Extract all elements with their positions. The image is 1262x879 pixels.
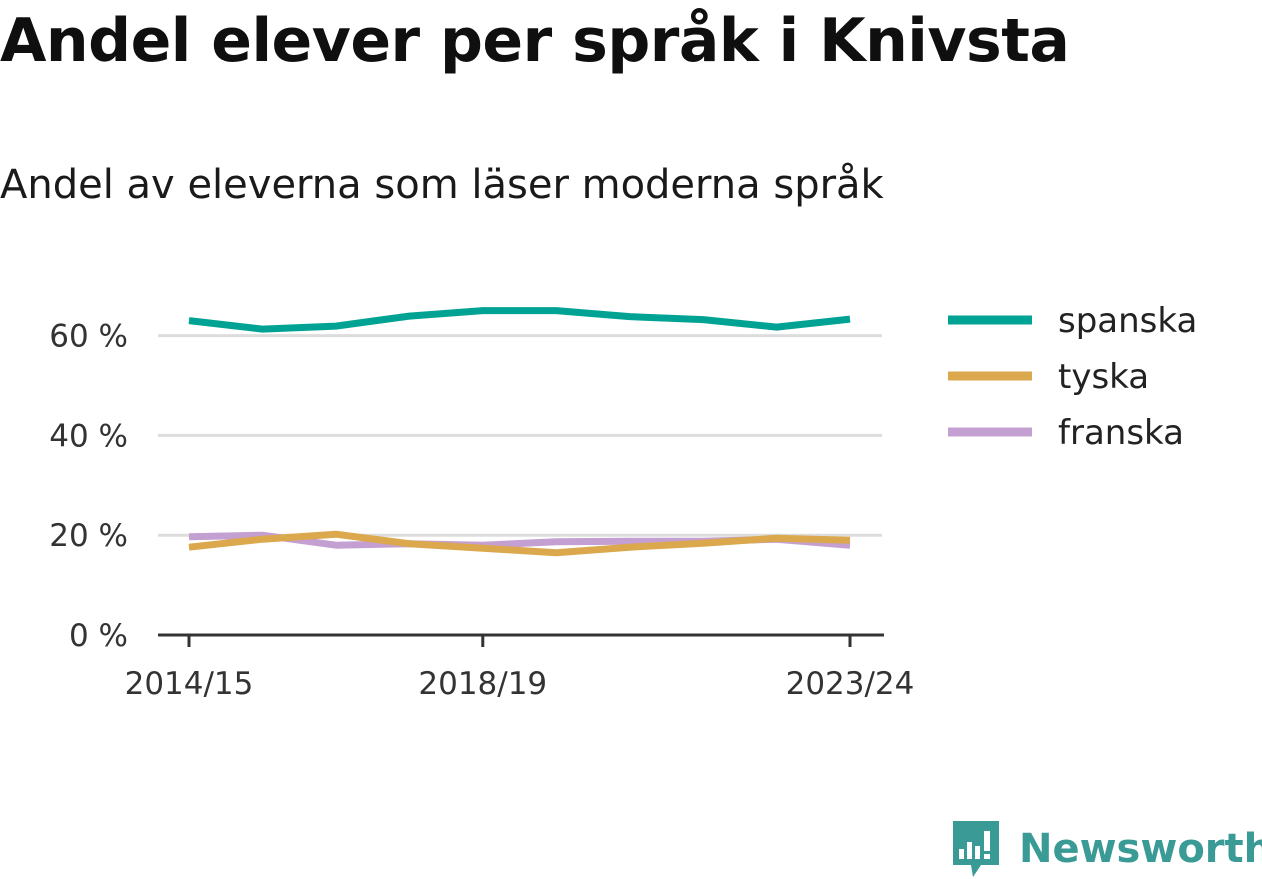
legend-label-spanska: spanska — [1058, 301, 1197, 341]
series-line-spanska — [188, 307, 851, 333]
legend: spanska tyska franska — [948, 301, 1197, 453]
newsworthy-logo-icon — [953, 821, 999, 877]
y-tick-label: 60 % — [49, 319, 128, 355]
x-tick-label: 2023/24 — [786, 666, 915, 702]
y-tick-label: 0 % — [69, 618, 128, 654]
y-axis-ticks: 0 % 20 % 40 % 60 % — [49, 319, 128, 654]
legend-label-tyska: tyska — [1058, 357, 1149, 397]
y-tick-label: 20 % — [49, 518, 128, 554]
x-tick-label: 2014/15 — [125, 666, 254, 702]
x-tick-label: 2018/19 — [418, 666, 547, 702]
y-tick-label: 40 % — [49, 418, 128, 454]
series-line-tyska — [188, 530, 851, 557]
gridlines — [158, 334, 882, 537]
x-axis: 2014/15 2018/19 2023/24 — [125, 633, 915, 702]
legend-label-franska: franska — [1058, 413, 1184, 453]
brand-name: Newsworthy — [1019, 826, 1262, 872]
series-lines — [188, 307, 851, 557]
chart-title: Andel elever per språk i Knivsta — [0, 6, 1070, 76]
brand: Newsworthy — [951, 819, 1262, 879]
chart-subtitle: Andel av eleverna som läser moderna språ… — [0, 162, 884, 208]
